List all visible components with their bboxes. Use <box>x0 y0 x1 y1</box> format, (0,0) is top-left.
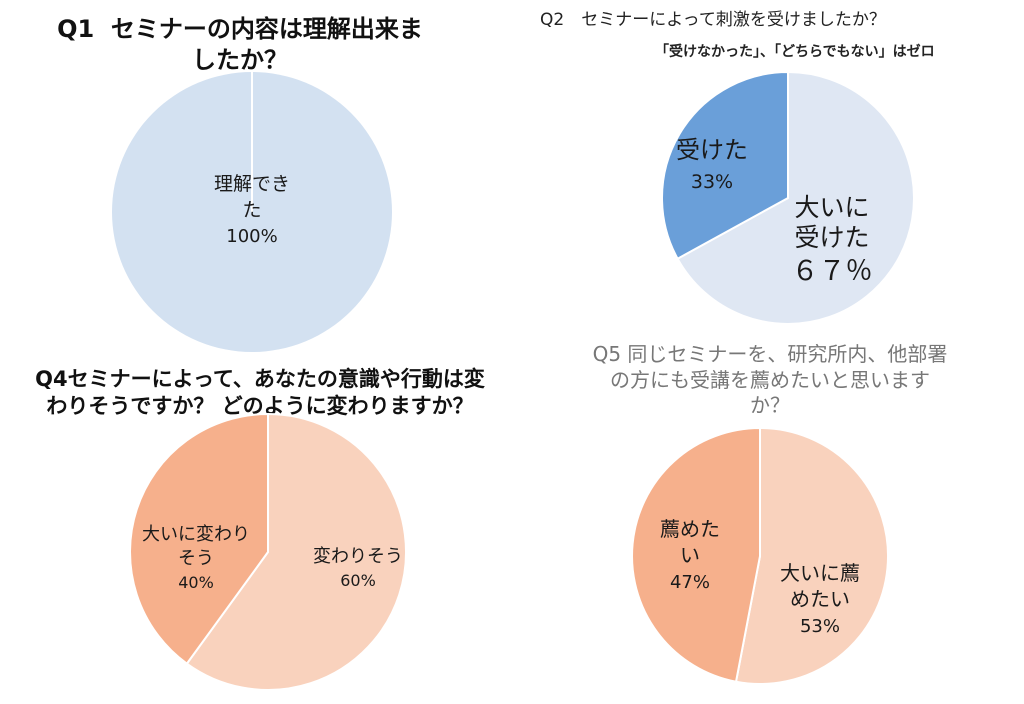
q5-slice-0-label-line-0: 大いに薦 <box>780 561 860 585</box>
q5-slice-1-label-line-0: 薦めた <box>660 517 720 541</box>
q5-slice-0-value-label: 53% <box>800 616 840 637</box>
q2-slice-1-value-label: 33% <box>691 171 733 193</box>
q2-title: Q2 セミナーによって刺激を受けましたか？ <box>540 10 886 30</box>
q1-title-line-1: セミナーの内容は理解出来ま <box>110 15 423 43</box>
q4-slice-1-value-label: 40% <box>178 573 214 592</box>
q5-slice-0 <box>734 426 889 685</box>
q2-note: 「受けなかった」、「どちらでもない」はゼロ <box>655 44 935 60</box>
q5-title: Q5 同じセミナーを、研究所内、他部署 の方にも受講を薦めたいと思います か？ <box>560 342 980 419</box>
q5-slice-1 <box>631 426 761 683</box>
q5-slice-0-label-line-1: めたい <box>790 587 850 611</box>
q2-slice-1 <box>661 70 789 261</box>
q1-title-line-2: したか？ <box>192 45 288 74</box>
q1-slice-0-value-label: 100% <box>226 226 277 247</box>
q2-slice-0 <box>676 70 915 325</box>
q2-slice-0-label-line-1: 受けた <box>794 223 869 252</box>
q5-title-line-3: か？ <box>750 393 790 418</box>
q5-title-line-2: の方にも受講を薦めたいと思います <box>610 367 930 392</box>
q5-slice-1-label-line-1: い <box>680 543 700 567</box>
q2-slice-0-value-label: ６７％ <box>792 256 873 287</box>
q4-title-line-1: Q4セミナーによって、あなたの意識や行動は変 <box>35 367 485 391</box>
q5-slice-1-value-label: 47% <box>670 572 710 593</box>
q4-slice-1 <box>129 412 269 666</box>
q4-slice-0-value-label: 60% <box>340 571 376 590</box>
q2-slice-0-label-line-0: 大いに <box>794 193 869 222</box>
q2-slice-1-label-line-0: 受けた <box>676 136 748 164</box>
q4-title: Q4セミナーによって、あなたの意識や行動は変 わりそうですか？ どのように変わり… <box>10 366 510 420</box>
q1-title: Q1 セミナーの内容は理解出来ま したか？ <box>30 14 450 75</box>
q4-slice-1-label-line-0: 大いに変わり <box>142 524 250 545</box>
q5-title-line-1: Q5 同じセミナーを、研究所内、他部署 <box>592 342 948 366</box>
q1-slice-0-label-line-0: 理解でき <box>214 173 290 195</box>
q4-slice-0-label-line-0: 変わりそう <box>313 546 403 567</box>
q4-slice-0 <box>185 412 407 691</box>
q1-slice-0-label-line-1: た <box>242 199 261 221</box>
q1-number: Q1 <box>57 15 95 43</box>
q4-slice-1-label-line-1: そう <box>178 548 214 569</box>
